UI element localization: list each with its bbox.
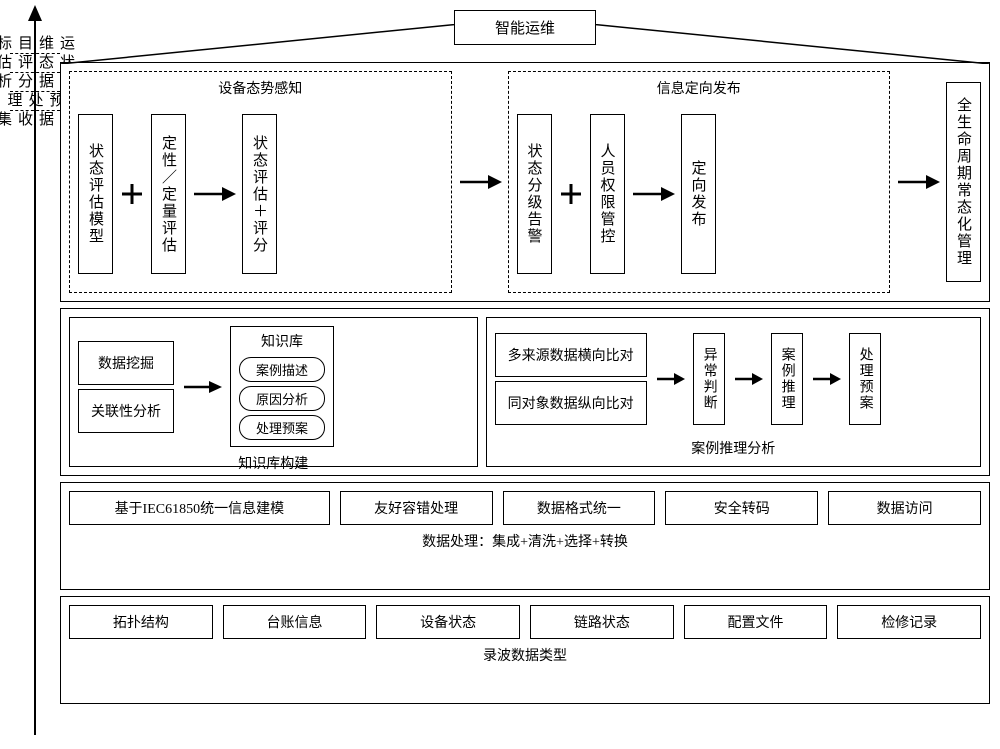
row-caption: 数据处理：集成+清洗+选择+转换 — [69, 531, 981, 551]
hbox: 数据挖掘 — [78, 341, 174, 385]
plus-icon — [119, 181, 145, 207]
vbox-item: 人员权限管控 — [590, 114, 625, 274]
vbox-item: 处理预案 — [849, 333, 881, 425]
group-device-sense: 设备态势感知 状态评估模型 定性／定量评估 状态评估＋评分 — [69, 71, 452, 293]
row-data-analysis: 数据挖掘 关联性分析 知识库 案例描述 原因分析 处理预案 — [60, 308, 990, 476]
hbox: 配置文件 — [684, 605, 828, 639]
kb-title: 知识库 — [239, 331, 325, 351]
group-title: 设备态势感知 — [78, 78, 443, 98]
kb-box: 知识库 案例描述 原因分析 处理预案 — [230, 326, 334, 447]
side-label-1: 状态评估 — [10, 54, 60, 72]
arrow-right-icon — [182, 376, 222, 398]
hbox: 数据访问 — [828, 491, 981, 525]
vbox-lifecycle: 全生命周期常态化管理 — [946, 82, 981, 282]
group-info-publish: 信息定向发布 状态分级告警 人员权限管控 定向发布 — [508, 71, 891, 293]
arrow-right-icon — [733, 368, 763, 390]
vbox-item: 定向发布 — [681, 114, 716, 274]
hbox: 基于IEC61850统一信息建模 — [69, 491, 330, 525]
hbox: 关联性分析 — [78, 389, 174, 433]
hbox: 设备状态 — [376, 605, 520, 639]
group-kb-build: 数据挖掘 关联性分析 知识库 案例描述 原因分析 处理预案 — [69, 317, 478, 467]
vbox-item: 异常判断 — [693, 333, 725, 425]
vbox-item: 状态评估模型 — [78, 114, 113, 274]
hbox: 拓扑结构 — [69, 605, 213, 639]
hbox: 同对象数据纵向比对 — [495, 381, 647, 425]
hbox: 台账信息 — [223, 605, 367, 639]
hbox: 数据格式统一 — [503, 491, 656, 525]
group-caption: 知识库构建 — [78, 453, 469, 473]
hbox: 链路状态 — [530, 605, 674, 639]
stack: 数据挖掘 关联性分析 — [78, 341, 174, 433]
rows: 设备态势感知 状态评估模型 定性／定量评估 状态评估＋评分 — [60, 62, 990, 710]
arrow-right-icon — [631, 182, 675, 206]
row-data-collect: 拓扑结构 台账信息 设备状态 链路状态 配置文件 检修记录 录波数据类型 — [60, 596, 990, 704]
vbox-item: 状态评估＋评分 — [242, 114, 277, 274]
arrow-right-icon — [811, 368, 841, 390]
pill: 原因分析 — [239, 386, 325, 411]
vbox-item: 定性／定量评估 — [151, 114, 186, 274]
pill: 案例描述 — [239, 357, 325, 382]
group-case-reason: 多来源数据横向比对 同对象数据纵向比对 异常判断 案例推理 — [486, 317, 981, 467]
hbox: 友好容错处理 — [340, 491, 493, 525]
hbox: 安全转码 — [665, 491, 818, 525]
group-caption: 案例推理分析 — [495, 438, 972, 458]
arrow-right-icon — [655, 368, 685, 390]
row-caption: 录波数据类型 — [69, 645, 981, 665]
plus-icon — [558, 181, 584, 207]
vbox-item: 案例推理 — [771, 333, 803, 425]
hbox: 多来源数据横向比对 — [495, 333, 647, 377]
row-status-eval: 设备态势感知 状态评估模型 定性／定量评估 状态评估＋评分 — [60, 62, 990, 302]
arrow-right-icon — [458, 170, 502, 194]
title-box: 智能运维 — [454, 10, 596, 45]
pill: 处理预案 — [239, 415, 325, 440]
arrow-right-icon — [192, 182, 236, 206]
side-label-4: 数据收集 — [10, 111, 60, 129]
vbox-item: 状态分级告警 — [517, 114, 552, 274]
group-title: 信息定向发布 — [517, 78, 882, 98]
stack: 多来源数据横向比对 同对象数据纵向比对 — [495, 333, 647, 425]
row-preprocess: 基于IEC61850统一信息建模 友好容错处理 数据格式统一 安全转码 数据访问… — [60, 482, 990, 590]
hbox: 检修记录 — [837, 605, 981, 639]
side-label-0: 运维目标 — [10, 35, 60, 53]
side-label-2: 数据分析 — [10, 73, 60, 91]
side-label-3: 预处理 — [10, 92, 60, 110]
arrow-right-icon — [896, 170, 940, 194]
